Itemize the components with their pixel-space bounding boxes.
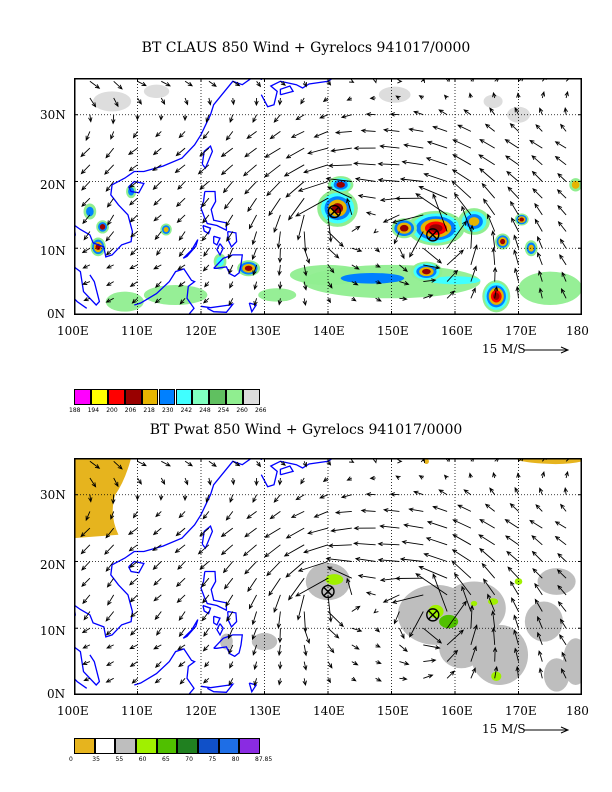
gyre-location-marker (426, 228, 440, 242)
colorbar-swatch (239, 738, 260, 754)
colorbar-tick-label: 266 (255, 407, 267, 414)
panel2-title: BT Pwat 850 Wind + Gyrelocs 941017/0000 (149, 422, 463, 438)
colorbar-swatch (192, 389, 210, 405)
lon-tick-label: 130E (249, 324, 281, 338)
colorbar-tick-label: 75 (208, 756, 217, 763)
colorbar-swatch (243, 389, 260, 405)
colorbar-swatch (141, 389, 159, 405)
colorbar-tick-label: 65 (162, 756, 170, 763)
colorbar-swatch (115, 738, 136, 754)
lon-tick-label: 180 (566, 704, 589, 718)
gyre-location-marker (327, 204, 342, 219)
panel1-map (74, 78, 582, 315)
colorbar-tick-label: 188 (69, 407, 81, 414)
panel2-map (74, 458, 582, 695)
colorbar-tick-label: 242 (180, 407, 193, 414)
colorbar-tick-label: 60 (138, 756, 147, 763)
colorbar-tick-label: 35 (92, 756, 100, 763)
lon-tick-label: 140E (313, 704, 345, 718)
lon-tick-label: 140E (313, 324, 345, 338)
colorbar-swatch (156, 738, 178, 754)
colorbar-tick-label: 55 (115, 756, 124, 763)
gyre-location-marker (321, 584, 335, 599)
lon-tick-label: 100E (57, 324, 89, 338)
colorbar-tick-label: 0 (69, 756, 73, 763)
lon-tick-label: 160E (441, 704, 473, 718)
colorbar-swatch (124, 389, 142, 405)
panel1-lat-label-10n: 10N (40, 244, 66, 258)
colorbar-swatch (107, 389, 125, 405)
colorbar-tick-label: 80 (231, 756, 240, 763)
gyre-location-marker (426, 608, 440, 622)
colorbar-swatch (74, 389, 91, 405)
panel1-lat-label-20n: 20N (40, 178, 66, 192)
panel1-lat-label-30n: 30N (40, 108, 66, 122)
colorbar-tick-label: 260 (236, 407, 248, 414)
lon-tick-label: 170E (505, 324, 537, 338)
colorbar-tick-label: 206 (124, 407, 137, 414)
colorbar-swatch (158, 389, 176, 405)
colorbar-swatch (209, 389, 227, 405)
colorbar-swatch (90, 389, 108, 405)
lon-tick-label: 150E (377, 324, 409, 338)
colorbar-swatch (177, 738, 198, 754)
lon-tick-label: 160E (441, 324, 473, 338)
panel2-vector-scale-label: 15 M/S (482, 722, 526, 736)
lon-tick-label: 170E (505, 704, 537, 718)
lon-tick-label: 100E (57, 704, 89, 718)
colorbar-swatch (175, 389, 193, 405)
panel2-lat-label-30n: 30N (40, 488, 66, 502)
panel1-vector-scale-label: 15 M/S (482, 342, 526, 356)
colorbar-tick-label: 254 (217, 407, 230, 414)
colorbar-tick-label: 87.85 (255, 756, 273, 763)
lon-tick-label: 180 (566, 324, 589, 338)
colorbar-swatch (94, 738, 116, 754)
lon-tick-label: 150E (377, 704, 409, 718)
lon-tick-label: 110E (121, 324, 153, 338)
panel1-vector-scale-arrow (524, 346, 570, 354)
panel1-colorbar (74, 389, 260, 405)
panel1-title: BT CLAUS 850 Wind + Gyrelocs 941017/0000 (141, 40, 471, 56)
colorbar-tick-label: 248 (199, 407, 211, 414)
colorbar-tick-label: 70 (185, 756, 193, 763)
panel1-lat-label-0n: 0N (47, 307, 66, 321)
colorbar-swatch (136, 738, 157, 754)
panel2-colorbar (74, 738, 260, 754)
panel2-lat-label-10n: 10N (40, 624, 66, 638)
panel2-lat-label-0n: 0N (47, 687, 66, 701)
colorbar-tick-label: 218 (143, 407, 155, 414)
panel2-lat-label-20n: 20N (40, 558, 66, 572)
colorbar-tick-label: 194 (87, 407, 100, 414)
lon-tick-label: 120E (185, 704, 217, 718)
panel2-vector-scale-arrow (524, 726, 570, 734)
lon-tick-label: 120E (185, 324, 217, 338)
colorbar-swatch (226, 389, 244, 405)
colorbar-swatch (74, 738, 95, 754)
lon-tick-label: 110E (121, 704, 153, 718)
colorbar-tick-label: 200 (106, 407, 118, 414)
colorbar-tick-label: 230 (162, 407, 174, 414)
colorbar-swatch (218, 738, 240, 754)
colorbar-swatch (198, 738, 219, 754)
lon-tick-label: 130E (249, 704, 281, 718)
